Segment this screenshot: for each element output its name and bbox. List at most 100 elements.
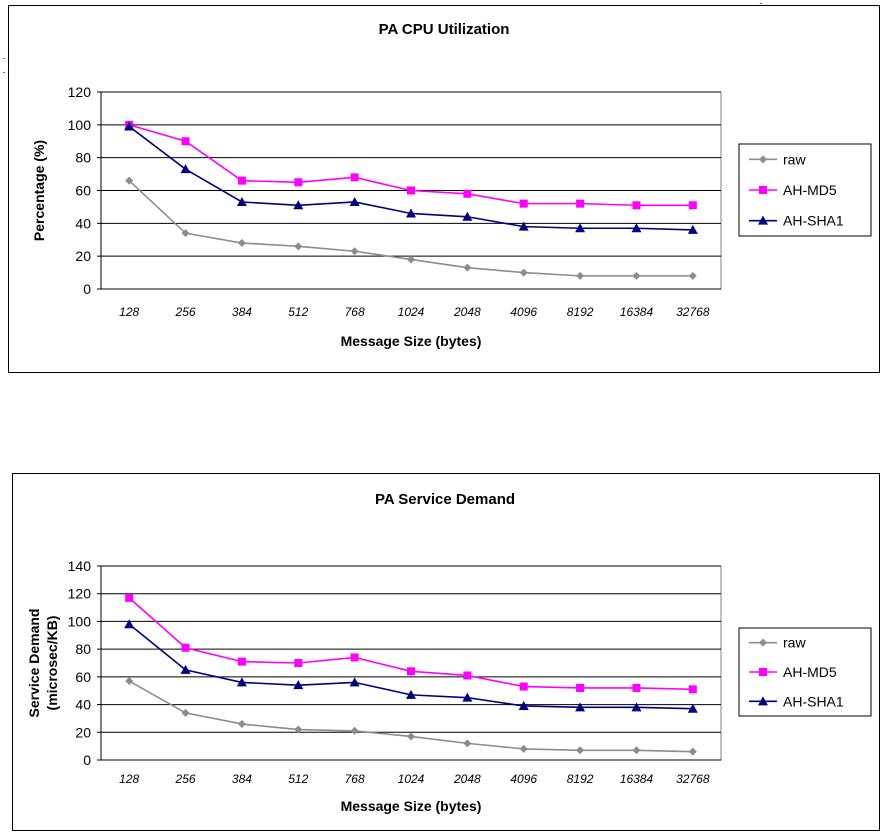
data-point-ah-sha1 [180,664,191,674]
y-tick-label: 40 [75,697,91,713]
y-tick-label: 120 [68,84,92,100]
x-tick-label: 4096 [510,305,537,319]
data-point-ah-sha1 [631,223,642,233]
y-tick-label: 100 [68,613,92,629]
stray-mark [760,3,762,4]
chart-panel-service-demand: PA Service Demand 0 20 40 60 80 100 120 140 128 25… [12,473,880,831]
data-point-ah-md5 [294,178,303,187]
legend-label: raw [783,151,806,167]
data-point-raw [125,176,134,185]
data-point-raw [350,726,359,735]
data-point-raw [350,247,359,256]
chart-cpu-utilization: PA CPU Utilization 0 20 40 60 80 100 120 128 256 3… [31,21,872,349]
data-point-ah-sha1 [180,164,191,174]
x-tick-label: 16384 [620,772,654,786]
x-tick-label: 512 [288,305,308,319]
data-point-ah-md5 [407,186,415,195]
x-tick-label: 384 [232,305,252,319]
x-axis-title: Message Size (bytes) [341,333,482,349]
legend-marker-ah-md5 [759,186,767,194]
x-tick-label: 128 [119,772,139,786]
data-point-raw [237,239,246,248]
chart-service-demand: PA Service Demand 0 20 40 60 80 100 120 140 128 25… [26,491,872,814]
stray-mark [3,58,5,59]
legend-label: AH-SHA1 [783,693,844,709]
data-point-ah-sha1 [575,702,586,712]
data-point-raw [181,708,190,717]
y-axis-title: Service Demand (microsec/KB) [26,609,60,718]
x-tick-label: 2048 [453,305,481,319]
x-tick-label: 8192 [567,772,594,786]
y-axis-title-line: Service Demand [26,609,42,718]
legend-label: raw [783,635,806,651]
x-tick-label: 32768 [676,772,710,786]
y-tick-label: 100 [68,117,92,133]
legend-marker-ah-md5 [759,668,767,676]
y-tick-label: 120 [68,586,92,602]
x-tick-label: 2048 [453,772,481,786]
x-tick-label: 768 [345,772,365,786]
data-point-ah-md5 [181,643,190,652]
data-point-ah-md5 [181,137,190,146]
chart-title: PA CPU Utilization [379,21,510,38]
chart-title: PA Service Demand [375,491,515,508]
data-point-raw [463,739,472,748]
data-point-ah-sha1 [575,223,586,233]
data-point-raw [294,242,303,251]
x-axis-title: Message Size (bytes) [341,798,482,814]
data-point-ah-sha1 [406,208,416,218]
data-point-raw [237,719,246,728]
x-tick-label: 768 [345,305,365,319]
x-tick-label: 32768 [676,305,710,319]
data-point-ah-md5 [688,685,697,694]
x-tick-label: 256 [175,305,196,319]
data-point-ah-sha1 [462,211,473,221]
data-point-ah-md5 [350,653,359,662]
data-point-ah-md5 [237,176,246,185]
legend-marker-raw [759,155,767,164]
y-tick-label: 60 [75,669,91,685]
legend-label: AH-SHA1 [783,213,844,229]
legend-marker-raw [759,638,767,647]
data-point-ah-md5 [519,682,528,691]
x-tick-label: 1024 [398,305,425,319]
data-point-ah-md5 [463,671,472,680]
data-point-raw [294,725,303,734]
data-point-ah-sha1 [124,619,135,629]
data-point-ah-sha1 [406,689,416,699]
data-point-ah-sha1 [236,196,247,206]
y-tick-label: 140 [68,558,92,574]
x-tick-label: 16384 [620,305,654,319]
data-point-ah-md5 [350,173,359,182]
data-point-ah-md5 [576,199,585,208]
chart-panel-cpu-utilization: PA CPU Utilization 0 20 40 60 80 100 120 128 256 3… [8,5,880,373]
y-axis-title-line: (microsec/KB) [44,616,60,711]
y-tick-label: 60 [75,183,91,199]
data-point-raw [181,229,190,238]
data-point-ah-md5 [688,201,697,210]
data-point-ah-sha1 [687,703,698,713]
data-point-ah-md5 [632,201,641,210]
x-tick-label: 8192 [567,305,594,319]
data-point-ah-md5 [237,657,246,666]
data-point-ah-md5 [519,199,528,208]
x-tick-label: 256 [175,772,196,786]
data-point-ah-md5 [294,659,303,667]
data-point-ah-sha1 [349,196,360,206]
data-point-ah-sha1 [687,224,698,234]
data-point-ah-sha1 [518,700,529,710]
data-point-ah-md5 [632,683,641,692]
data-point-ah-sha1 [293,200,304,210]
data-point-ah-sha1 [518,221,529,231]
x-tick-label: 1024 [398,772,425,786]
data-point-ah-md5 [125,593,134,602]
data-point-raw [519,744,528,753]
y-tick-label: 40 [75,215,91,231]
legend-label: AH-MD5 [783,182,837,198]
data-point-raw [632,746,641,755]
stray-mark [3,72,5,73]
data-point-raw [463,263,472,272]
data-point-ah-sha1 [236,677,247,687]
x-tick-label: 128 [119,305,139,319]
data-point-ah-sha1 [349,677,360,687]
